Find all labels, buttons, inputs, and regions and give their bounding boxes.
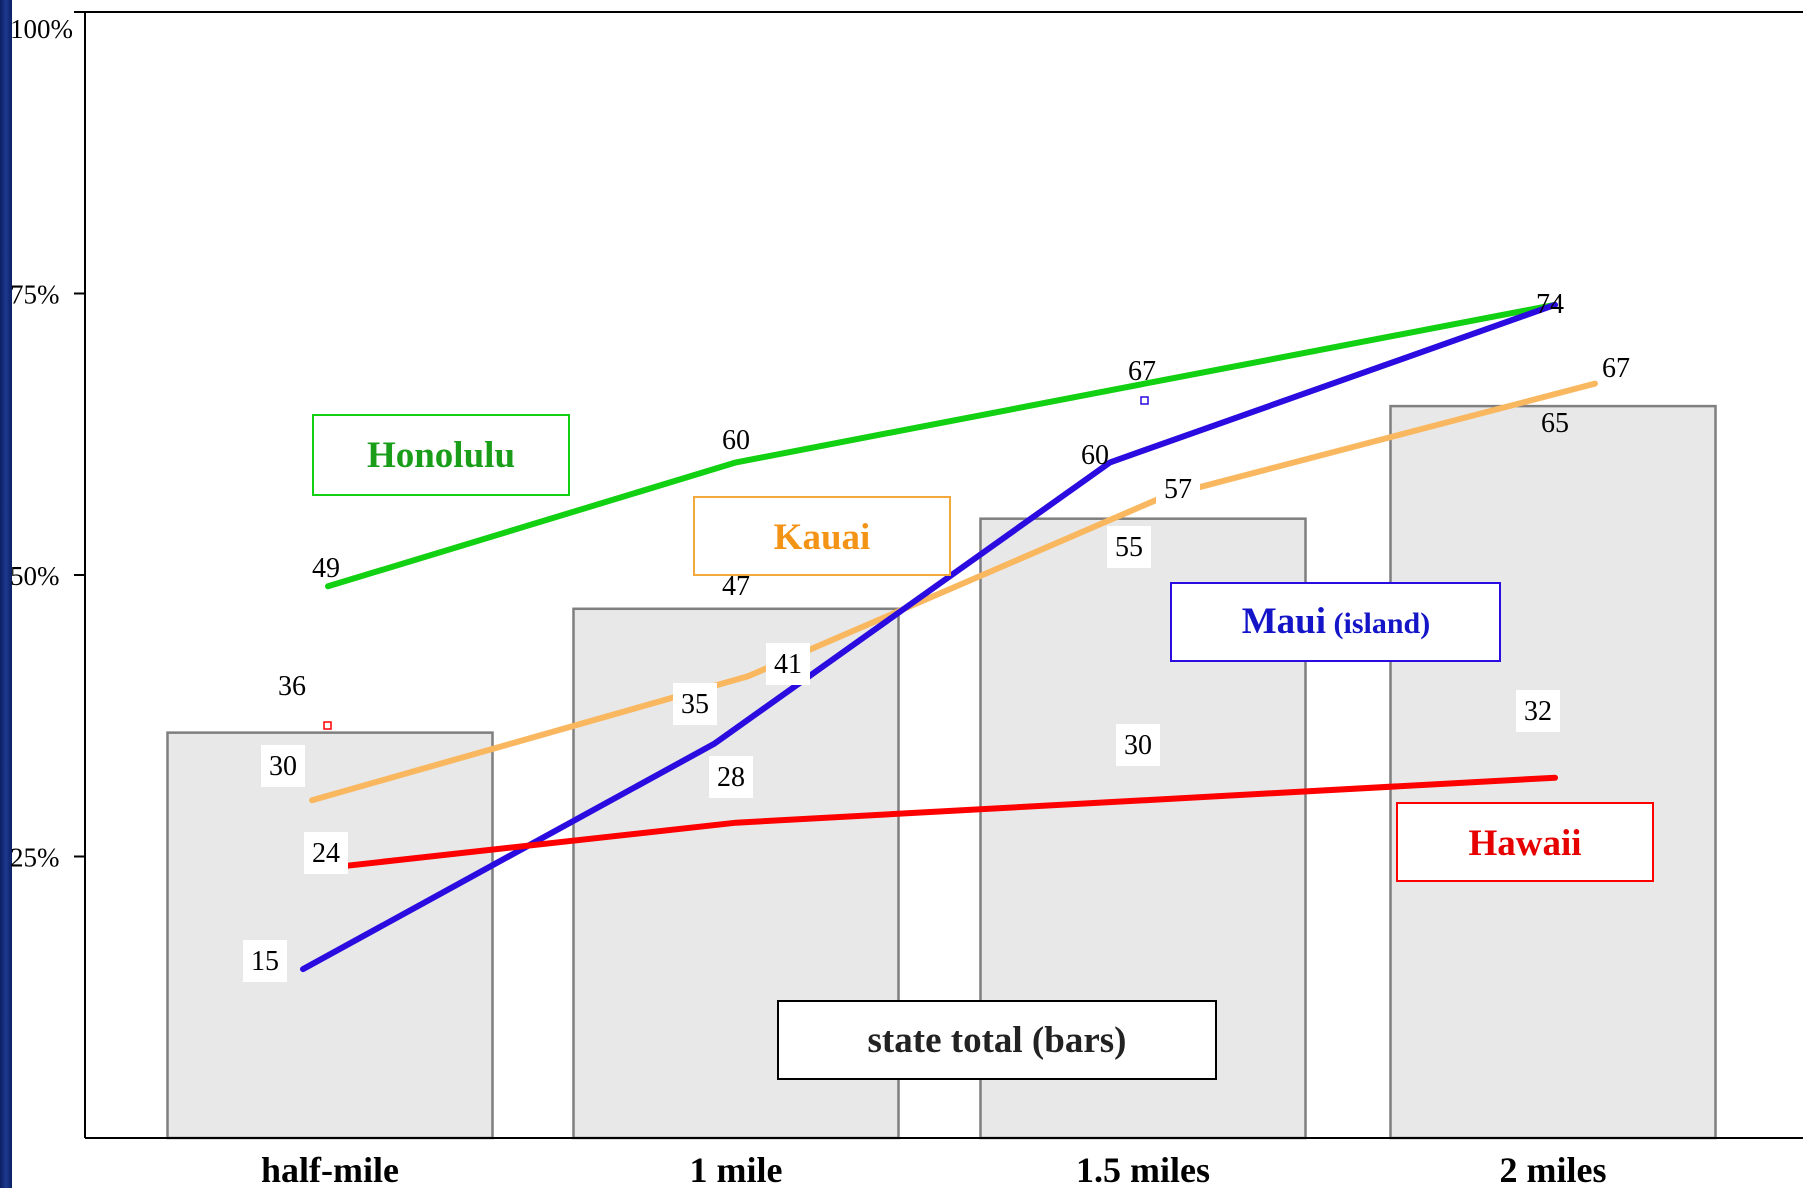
legend-label-honolulu: Honolulu: [367, 435, 515, 476]
series-value-label-hawaii: 30: [1124, 730, 1152, 761]
series-value-label-kauai: 57: [1164, 474, 1192, 505]
series-value-label-kauai: 30: [269, 751, 297, 782]
series-value-label-honolulu: 67: [1128, 356, 1156, 387]
series-value-label-hawaii: 32: [1524, 696, 1552, 727]
legend-box-state: [777, 1000, 1217, 1080]
series-value-label-hawaii-bg: [1516, 690, 1560, 732]
legend: Honolulu Kauai Maui (island) Hawaii state to…: [312, 414, 1654, 1080]
legend-label-maui: Maui (island): [1242, 601, 1430, 642]
y-tick-label: 100%: [10, 14, 73, 44]
y-tick-label: 25%: [10, 843, 60, 873]
bar-value-label: 36: [278, 671, 306, 702]
bar-half-mile: [166, 731, 494, 1140]
series-line-maui: [300, 301, 1558, 973]
x-category-label: 1 mile: [690, 1150, 783, 1188]
series-value-label-hawaii: 24: [312, 838, 340, 869]
bar-value-label: 55: [1115, 532, 1143, 563]
lines-layer: [300, 301, 1598, 973]
series-value-label-honolulu: 60: [722, 425, 750, 456]
series-value-label-maui: 15: [251, 946, 279, 977]
series-value-label-kauai-bg: [261, 745, 305, 787]
bar-value-label-bg: [1107, 526, 1151, 568]
x-category-labels: half-mile 1 mile 1.5 miles 2 miles: [261, 1150, 1606, 1188]
series-value-label-maui-bg: [673, 683, 717, 725]
y-tick-label: 75%: [10, 280, 60, 310]
series-value-label-honolulu: 49: [312, 553, 340, 584]
legend-label-hawaii: Hawaii: [1468, 823, 1581, 864]
series-value-label-hawaii-bg: [709, 756, 753, 798]
series-value-label-maui-bg: [243, 940, 287, 982]
legend-box-honolulu: [312, 414, 570, 496]
x-category-label: half-mile: [261, 1150, 399, 1188]
series-value-label-hawaii-bg: [304, 832, 348, 874]
series-value-label-honolulu: 74: [1536, 289, 1564, 320]
bar-2-miles: [1389, 404, 1717, 1140]
bar-value-label: 65: [1541, 408, 1569, 439]
series-value-label-kauai: 67: [1602, 353, 1630, 384]
series-value-label-kauai-bg: [1156, 468, 1200, 510]
series-line-kauai: [309, 380, 1598, 804]
series-value-label-kauai: 41: [774, 649, 802, 680]
series-value-label-hawaii-bg: [1116, 724, 1160, 766]
series-line-hawaii: [325, 774, 1558, 871]
marker-square: [323, 721, 332, 730]
x-category-label: 1.5 miles: [1076, 1150, 1210, 1188]
series-value-label-kauai-bg: [766, 643, 810, 685]
series-value-label-maui: 35: [681, 689, 709, 720]
bar-value-label: 47: [722, 571, 750, 602]
x-category-label: 2 miles: [1500, 1150, 1607, 1188]
series-value-label-hawaii: 28: [717, 762, 745, 793]
y-ticks: 25% 50% 75% 100%: [10, 11, 85, 873]
legend-box-maui: [1170, 582, 1501, 662]
legend-label-kauai: Kauai: [774, 517, 871, 558]
series-value-label-maui: 60: [1081, 440, 1109, 471]
data-labels-layer: 36 47 55 65 49 60 67 74 30 41 57 67 15 35 60 24 28 30 32: [243, 289, 1630, 982]
series-line-honolulu: [325, 301, 1558, 590]
legend-box-hawaii: [1396, 802, 1654, 882]
legend-box-kauai: [693, 496, 951, 576]
marker-square: [1140, 396, 1149, 405]
legend-label-state: state total (bars): [868, 1020, 1127, 1061]
y-tick-label: 50%: [10, 561, 60, 591]
